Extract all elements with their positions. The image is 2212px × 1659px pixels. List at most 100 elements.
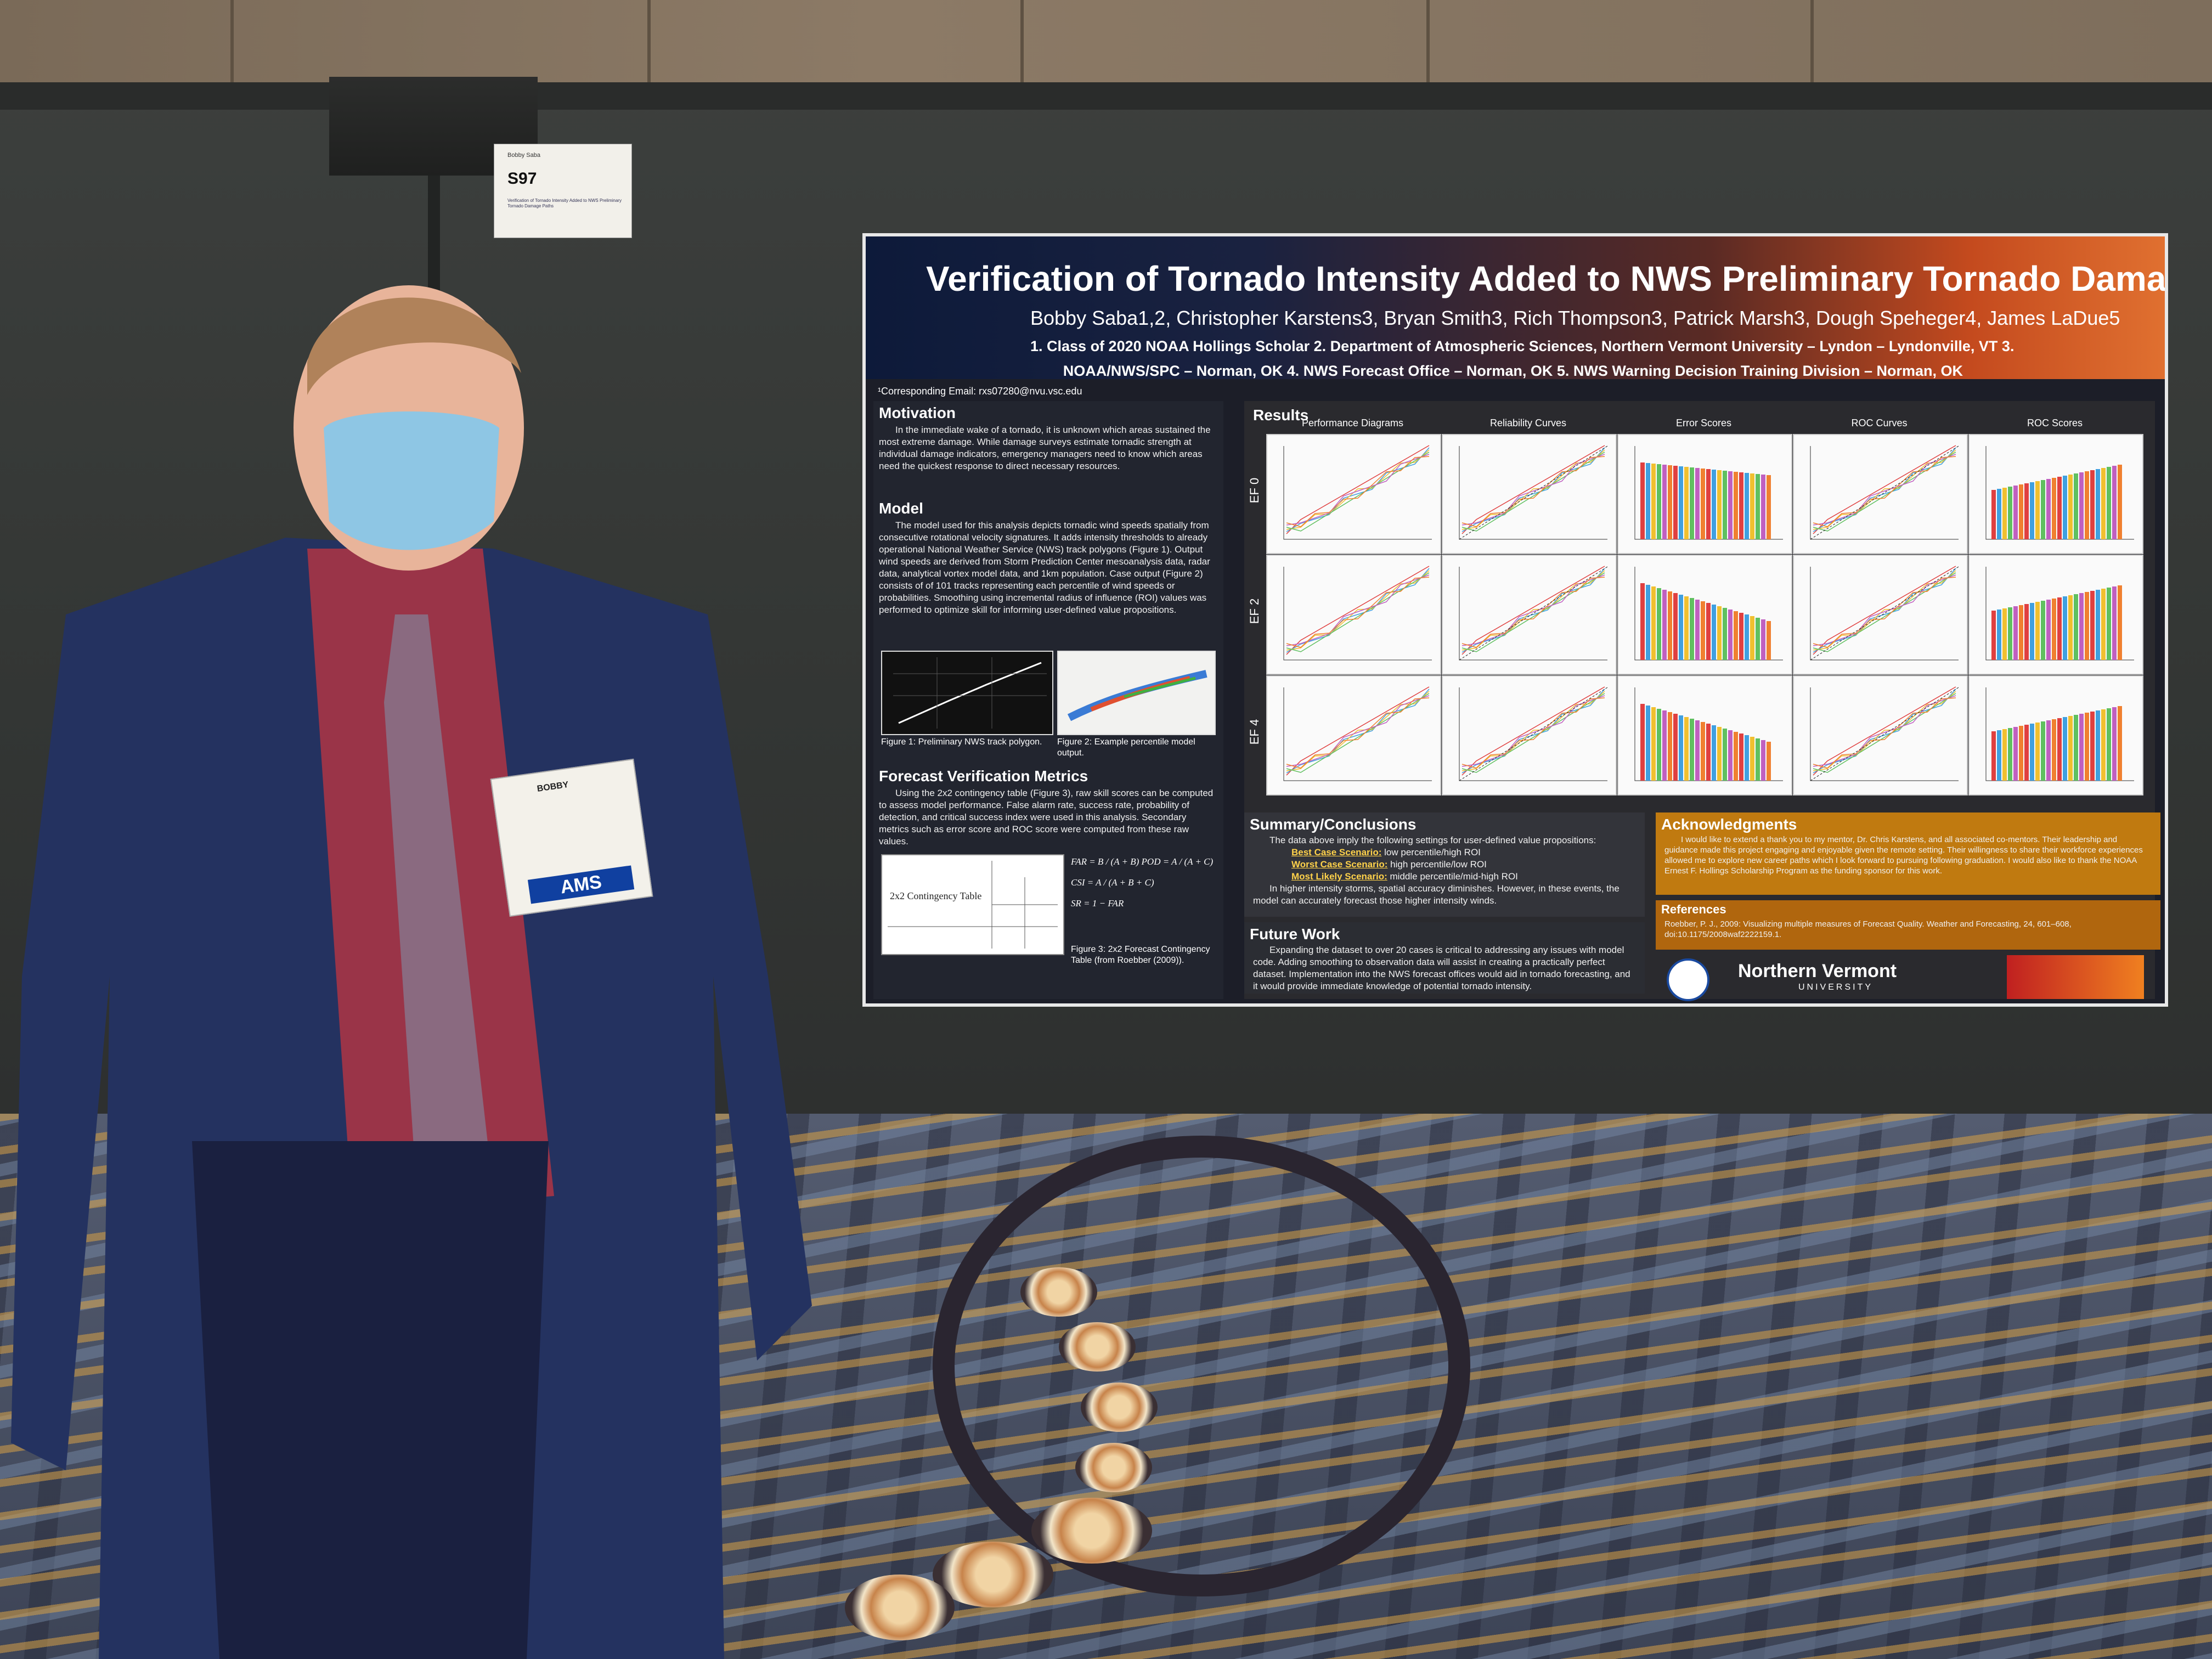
results-panel (1442, 434, 1617, 554)
research-poster: Verification of Tornado Intensity Added … (862, 233, 2168, 1007)
wall-panel-seam (1810, 0, 1814, 93)
name-badge: BOBBY AMS (490, 758, 653, 917)
ack-heading: Acknowledgments (1661, 816, 1797, 833)
future-work-section: Future Work Expanding the dataset to ove… (1244, 922, 1645, 994)
presenter-figure (11, 285, 812, 1659)
model-text: The model used for this analysis depicts… (879, 520, 1210, 615)
sponsor-logos: Northern Vermont UNIVERSITY (1656, 955, 2160, 1001)
presenter-person (0, 263, 823, 1659)
formula-sr: SR = 1 − FAR (1071, 898, 1124, 909)
carpet-medallion (1059, 1322, 1136, 1372)
results-panel-plot (1283, 566, 1432, 661)
results-panel-plot (1810, 686, 1959, 781)
carpet-swirl (933, 1136, 1470, 1596)
results-panel-plot (1634, 446, 1783, 540)
results-panel-plot (1985, 446, 2134, 540)
results-panel (1617, 434, 1792, 554)
results-col-reliability: Reliability Curves (1489, 417, 1567, 428)
summary-heading: Summary/Conclusions (1250, 816, 1417, 833)
board-clamp (329, 77, 433, 176)
badge-ams-logo: AMS (527, 865, 635, 904)
results-panel-plot (1459, 686, 1608, 781)
results-panel-plot (1283, 445, 1432, 540)
motivation-text: In the immediate wake of a tornado, it i… (879, 425, 1211, 471)
results-panel (1968, 434, 2143, 554)
results-panel (1793, 434, 1968, 554)
results-col-roc-curves: ROC Curves (1851, 417, 1908, 428)
poster-left-column: Motivation In the immediate wake of a to… (873, 401, 1223, 999)
summary-section: Summary/Conclusions The data above imply… (1244, 812, 1645, 917)
booth-sign-name: Bobby Saba (507, 152, 540, 159)
figure-2-model-output (1057, 651, 1216, 735)
poster-affiliations: 1. Class of 2020 NOAA Hollings Scholar 2… (1030, 338, 2015, 354)
contingency-table: 2x2 Contingency Table (881, 854, 1064, 955)
carpet-medallion (845, 1575, 955, 1640)
poster-affiliations: NOAA/NWS/SPC – Norman, OK 4. NWS Forecas… (1063, 363, 1963, 379)
future-heading: Future Work (1250, 926, 1340, 943)
results-panel-plot (1459, 566, 1608, 661)
noaa-logo (1667, 958, 1709, 1001)
spc-logo (2007, 955, 2144, 999)
results-panel (1266, 675, 1441, 795)
results-panel-plot (1459, 445, 1608, 540)
poster-header (866, 236, 2165, 379)
metrics-text: Using the 2x2 contingency table (Figure … (879, 788, 1214, 847)
results-heading: Results (1253, 407, 1309, 424)
motivation-heading: Motivation (879, 404, 956, 421)
metric-formulas: FAR = B / (A + B) POD = A / (A + C) CSI … (1071, 856, 1219, 939)
nvu-logo-text: Northern Vermont (1738, 961, 1897, 981)
results-panel (1617, 555, 1792, 675)
results-panel (1617, 675, 1792, 795)
results-panel-plot (1810, 445, 1959, 540)
booth-sign-desc: Verification of Tornado Intensity Added … (507, 198, 622, 208)
nvu-logo-sub: UNIVERSITY (1798, 983, 1874, 992)
wall-panel-seam (647, 0, 651, 93)
model-heading: Model (879, 500, 923, 517)
results-panel-plot (1283, 686, 1432, 781)
results-col-roc-scores: ROC Scores (2027, 417, 2083, 428)
carpet-medallion (933, 1542, 1053, 1607)
wall-panel-seam (230, 0, 234, 93)
results-row-ef0: EF 0 (1248, 477, 1262, 504)
results-panel (1793, 555, 1968, 675)
results-row-ef4: EF 4 (1248, 719, 1262, 745)
carpet-medallion (1020, 1267, 1097, 1317)
ack-text: I would like to extend a thank you to my… (1664, 835, 2143, 876)
carpet-medallion (1081, 1383, 1158, 1432)
wall-panel-seam (1020, 0, 1024, 93)
formula-csi: CSI = A / (A + B + C) (1071, 877, 1154, 888)
results-panel (1442, 675, 1617, 795)
results-col-error: Error Scores (1675, 417, 1732, 428)
figure-2-plot (1067, 670, 1207, 721)
badge-name: BOBBY (536, 780, 569, 794)
formula-far-pod: FAR = B / (A + B) POD = A / (A + C) (1071, 856, 1214, 867)
figure-1-caption: Figure 1: Preliminary NWS track polygon. (881, 737, 1042, 747)
results-panel (1793, 675, 1968, 795)
results-panel (1266, 555, 1441, 675)
poster-title: Verification of Tornado Intensity Added … (926, 259, 2165, 298)
results-panel (1442, 555, 1617, 675)
figure-2-caption: Figure 2: Example percentile model outpu… (1057, 737, 1195, 758)
figure-1-track-polygon (881, 651, 1053, 735)
booth-sign: Bobby Saba S97 Verification of Tornado I… (494, 144, 632, 238)
results-panel-plot (1810, 566, 1959, 661)
references-text: Roebber, P. J., 2009: Visualizing multip… (1664, 919, 2072, 939)
results-row-ef2: EF 2 (1248, 598, 1262, 624)
poster-email: ¹Corresponding Email: rxs07280@nvu.vsc.e… (878, 386, 1082, 397)
results-panel (1968, 675, 2143, 795)
figure-1-plot (893, 657, 1047, 729)
carpet-medallion (1031, 1498, 1152, 1564)
contingency-grid (888, 861, 1058, 949)
metrics-heading: Forecast Verification Metrics (879, 768, 1088, 785)
summary-text: The data above imply the following setti… (1253, 835, 1620, 906)
poster-authors: Bobby Saba1,2, Christopher Karstens3, Br… (1030, 307, 2120, 329)
results-panel-plot (1634, 567, 1783, 661)
results-panel (1266, 434, 1441, 554)
references-section: References Roebber, P. J., 2009: Visuali… (1656, 900, 2160, 950)
results-col-performance: Performance Diagrams (1301, 417, 1404, 428)
acknowledgments-section: Acknowledgments I would like to extend a… (1656, 812, 2160, 895)
results-panel (1968, 555, 2143, 675)
booth-sign-code: S97 (507, 170, 537, 188)
contingency-table-label: 2x2 Contingency Table (890, 890, 982, 901)
